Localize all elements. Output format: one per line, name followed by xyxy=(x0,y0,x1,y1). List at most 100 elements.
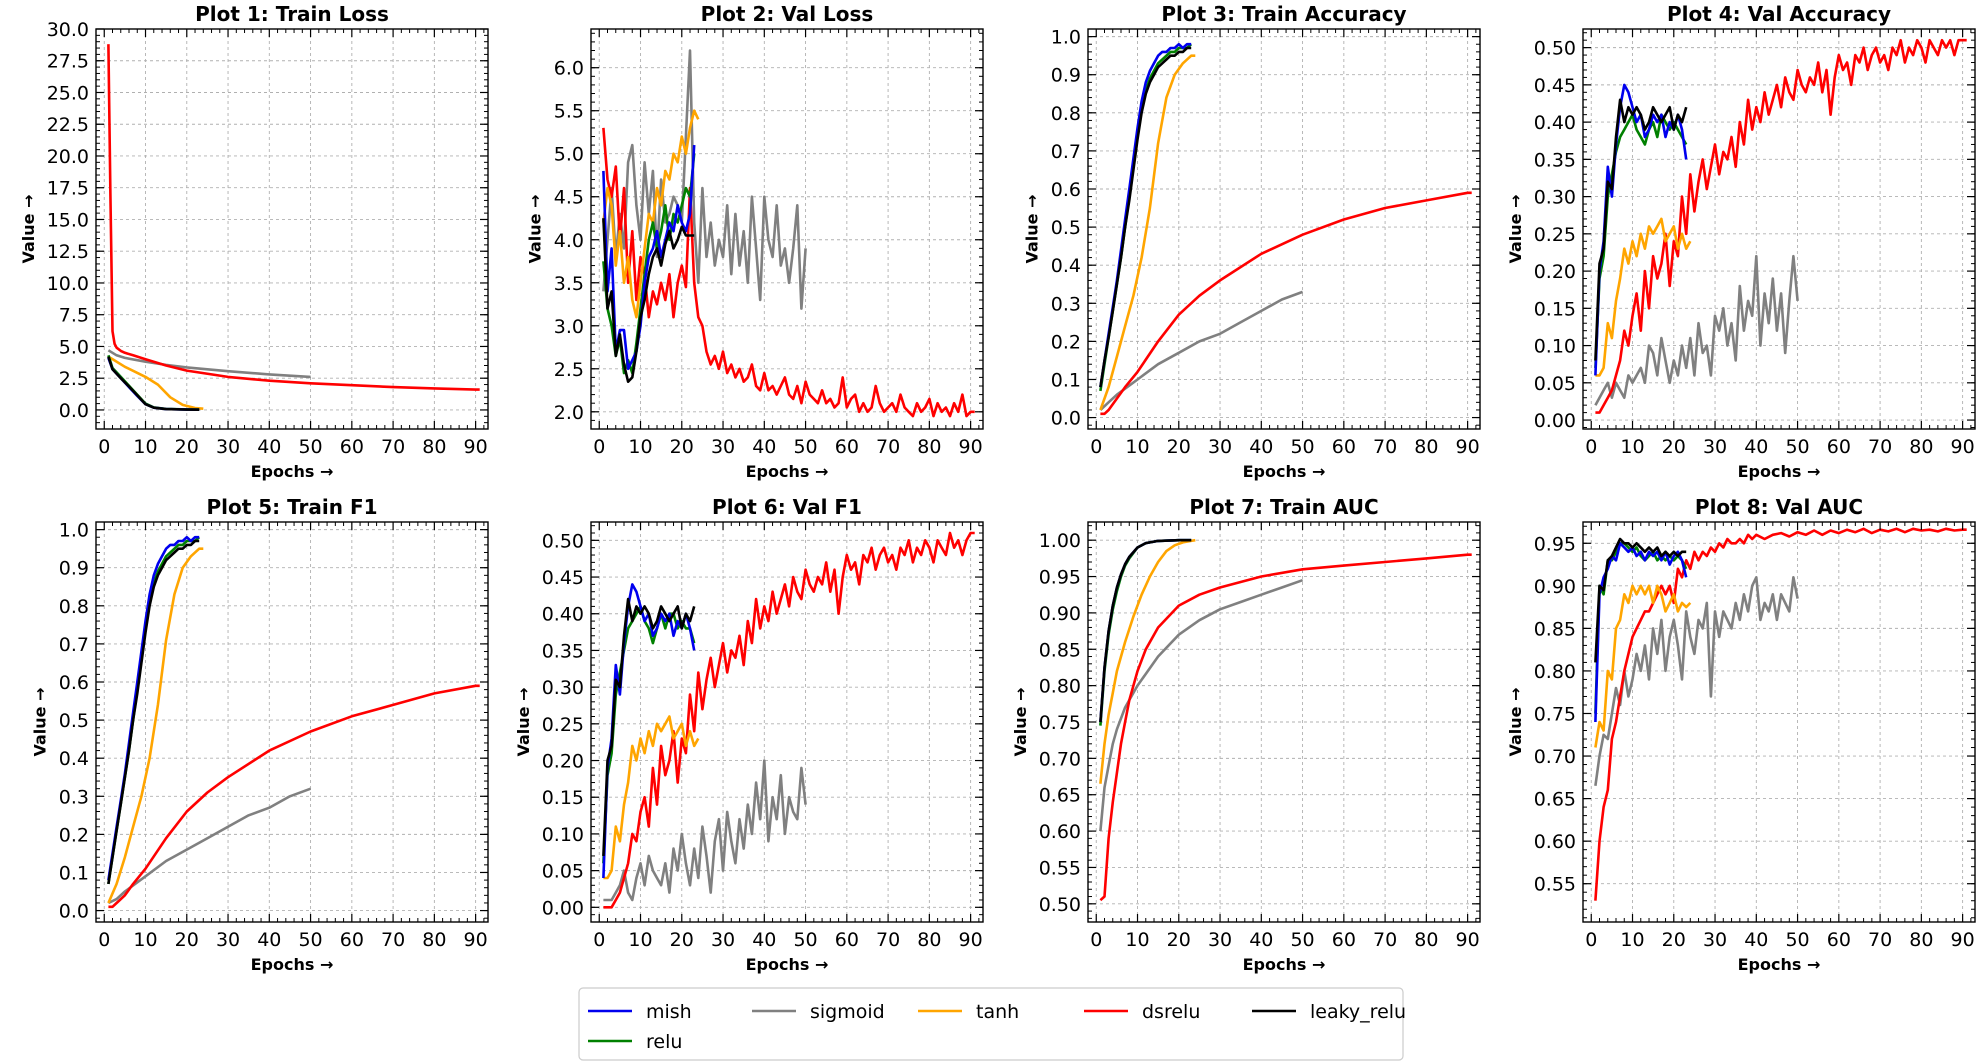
plot-5-series-sigmoid xyxy=(107,787,312,905)
plot-4: 0 10 20 30 40 50 60 70 80 90 0.00 0.05 0.10 0.15 0.20 0… xyxy=(1506,2,1976,481)
plot-8-series-leaky_relu xyxy=(1594,537,1687,663)
plot-2-xtick-label: 10 xyxy=(628,436,652,458)
plot-2-series-dsrelu xyxy=(602,127,975,418)
plot-6-xtick-label: 10 xyxy=(628,929,652,951)
plot-4-xtick-label: 60 xyxy=(1827,436,1851,458)
plot-6-xlabel: Epochs → xyxy=(746,955,829,974)
plot-1-xtick-label: 10 xyxy=(133,436,157,458)
plot-7-ytick-label: 0.90 xyxy=(1039,603,1081,625)
plot-6-xtick-label: 70 xyxy=(876,929,900,951)
plot-3-ylabel: Value → xyxy=(1023,194,1042,263)
plot-5-xlabel: Epochs → xyxy=(251,955,334,974)
plot-1-xtick-label: 30 xyxy=(216,436,240,458)
plot-6-series-sigmoid xyxy=(603,759,807,902)
plot-3-xtick-label: 10 xyxy=(1125,436,1149,458)
plot-3-xtick-label: 90 xyxy=(1456,436,1480,458)
plot-4-xtick-label: 20 xyxy=(1662,436,1686,458)
plot-7-ytick-label: 0.80 xyxy=(1039,676,1081,698)
plot-6-ytick-label: 0.15 xyxy=(542,787,584,809)
plot-4-series-leaky_relu xyxy=(1594,98,1688,361)
plot-1-ytick-label: 17.5 xyxy=(47,178,89,200)
plot-4-xtick-label: 0 xyxy=(1585,436,1597,458)
plot-1-xtick-label: 50 xyxy=(298,436,322,458)
plot-6-xtick-label: 50 xyxy=(793,929,817,951)
plot-2-xtick-label: 20 xyxy=(670,436,694,458)
plot-5-xtick-label: 90 xyxy=(464,929,488,951)
plot-6-ytick-label: 0.40 xyxy=(542,604,584,626)
plot-3-series-leaky_relu xyxy=(1099,46,1192,388)
plot-8-xtick-label: 0 xyxy=(1585,929,1597,951)
plot-7-xtick-label: 20 xyxy=(1167,929,1191,951)
plot-7-xtick-label: 60 xyxy=(1332,929,1356,951)
legend-entry-leaky_relu: leaky_relu xyxy=(1252,1001,1406,1023)
plot-3-ytick-label: 0.9 xyxy=(1051,65,1081,87)
plot-3-ytick-label: 0.7 xyxy=(1051,141,1081,163)
plot-2-title: Plot 2: Val Loss xyxy=(701,2,874,26)
plot-8-xtick-label: 90 xyxy=(1951,929,1975,951)
plot-2-xtick-label: 0 xyxy=(593,436,605,458)
plot-7-xtick-label: 70 xyxy=(1373,929,1397,951)
plot-6-ytick-label: 0.00 xyxy=(542,897,584,919)
plot-7-xtick-label: 10 xyxy=(1125,929,1149,951)
plot-8-xtick-label: 60 xyxy=(1827,929,1851,951)
plot-4-series-tanh xyxy=(1595,217,1692,377)
plot-8-xlabel: Epochs → xyxy=(1738,955,1821,974)
plot-5-ytick-label: 0.5 xyxy=(59,710,89,732)
plot-2-series-leaky_relu xyxy=(602,218,695,383)
plot-8-series-tanh xyxy=(1594,584,1692,748)
plot-7-series-sigmoid xyxy=(1099,578,1304,832)
plot-1: 0 10 20 30 40 50 60 70 80 90 0.0 2.5 5.0 7.5 10.0 12.5 1… xyxy=(19,2,489,481)
plot-2-ytick-label: 3.5 xyxy=(554,273,584,295)
plot-1-ytick-label: 25.0 xyxy=(47,82,89,104)
plot-5-ytick-label: 0.4 xyxy=(59,748,89,770)
plot-8-ytick-label: 0.90 xyxy=(1534,576,1576,598)
plot-8: 0 10 20 30 40 50 60 70 80 90 0.55 0.60 0.65 0.70 0.75 0… xyxy=(1506,495,1976,974)
plot-2-ytick-label: 2.5 xyxy=(554,359,584,381)
plot-7-ytick-label: 0.60 xyxy=(1039,821,1081,843)
plot-3-xlabel: Epochs → xyxy=(1243,462,1326,481)
plot-3-ytick-label: 0.5 xyxy=(1051,217,1081,239)
plot-1-xtick-label: 70 xyxy=(381,436,405,458)
plot-3-xtick-label: 0 xyxy=(1090,436,1102,458)
plot-1-xtick-label: 80 xyxy=(422,436,446,458)
plot-4-xtick-label: 30 xyxy=(1703,436,1727,458)
plot-2: 0 10 20 30 40 50 60 70 80 90 2.0 2.5 3.0 3.5 4.0 4.5 5.0… xyxy=(526,2,984,481)
plot-1-ytick-label: 5.0 xyxy=(59,336,89,358)
plot-5-ytick-label: 1.0 xyxy=(59,520,89,542)
plot-5-ytick-label: 0.7 xyxy=(59,634,89,656)
legend-entry-tanh: tanh xyxy=(918,1001,1019,1023)
plot-1-ytick-label: 22.5 xyxy=(47,114,89,136)
plot-1-ytick-label: 12.5 xyxy=(47,241,89,263)
plot-7-ytick-label: 0.65 xyxy=(1039,785,1081,807)
plot-1-ytick-label: 15.0 xyxy=(47,209,89,231)
plot-6-series-dsrelu xyxy=(603,531,975,909)
plot-8-series-sigmoid xyxy=(1594,576,1799,786)
plot-8-xtick-label: 80 xyxy=(1909,929,1933,951)
plot-2-frame xyxy=(590,28,984,430)
plot-2-ytick-label: 5.0 xyxy=(554,144,584,166)
plot-8-ytick-label: 0.60 xyxy=(1534,831,1576,853)
plot-4-xtick-label: 70 xyxy=(1868,436,1892,458)
plot-3-xtick-label: 70 xyxy=(1373,436,1397,458)
plot-3-xtick-label: 80 xyxy=(1414,436,1438,458)
plot-3-xtick-label: 30 xyxy=(1208,436,1232,458)
plot-6-xtick-label: 80 xyxy=(917,929,941,951)
plot-5-ytick-label: 0.8 xyxy=(59,596,89,618)
plot-4-series-sigmoid xyxy=(1594,254,1799,406)
plot-4-xtick-label: 80 xyxy=(1909,436,1933,458)
plot-8-ytick-label: 0.75 xyxy=(1534,703,1576,725)
plot-5-xtick-label: 0 xyxy=(98,929,110,951)
legend-entry-sigmoid: sigmoid xyxy=(752,1001,885,1023)
plot-7-xtick-label: 40 xyxy=(1249,929,1273,951)
plot-6-ytick-label: 0.45 xyxy=(542,567,584,589)
plot-8-xtick-label: 20 xyxy=(1662,929,1686,951)
plot-5-xtick-label: 10 xyxy=(133,929,157,951)
legend-label: leaky_relu xyxy=(1310,1001,1406,1023)
plot-7-xtick-label: 0 xyxy=(1090,929,1102,951)
plot-5-xtick-label: 60 xyxy=(340,929,364,951)
plot-1-title: Plot 1: Train Loss xyxy=(195,2,389,26)
plot-7-series-tanh xyxy=(1099,538,1196,784)
plot-3-ytick-label: 0.0 xyxy=(1051,408,1081,430)
plot-4-ytick-label: 0.30 xyxy=(1534,187,1576,209)
